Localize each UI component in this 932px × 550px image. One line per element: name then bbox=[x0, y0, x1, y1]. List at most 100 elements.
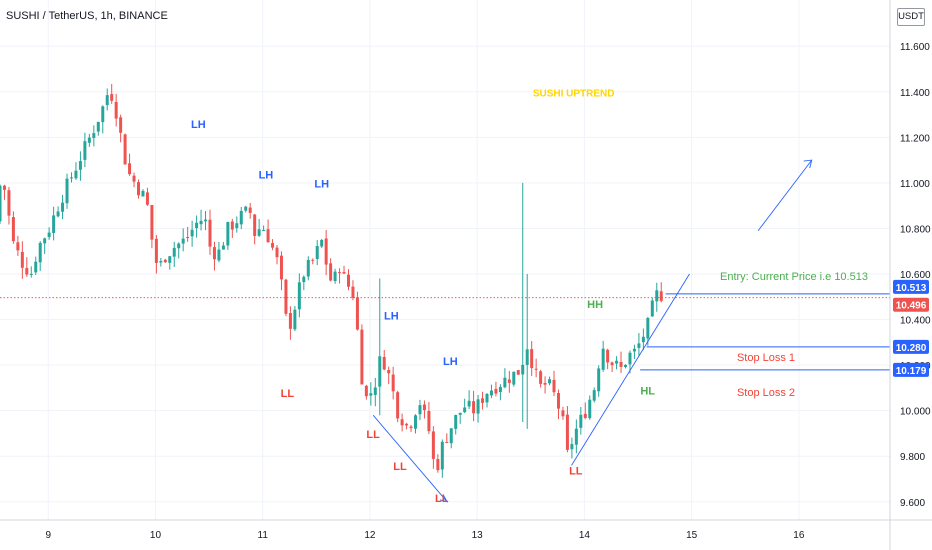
candle-body bbox=[0, 185, 2, 222]
candle bbox=[400, 413, 404, 432]
candlestick-series bbox=[0, 83, 663, 478]
candle bbox=[275, 245, 279, 265]
candle-body bbox=[324, 238, 328, 265]
candle bbox=[177, 242, 181, 259]
price-badge: 10.513 bbox=[893, 279, 929, 294]
structure-label: HL bbox=[640, 386, 655, 398]
candle bbox=[606, 348, 610, 370]
candle-body bbox=[306, 259, 310, 277]
candle bbox=[601, 340, 605, 372]
candle-body bbox=[7, 190, 11, 216]
candle-body bbox=[302, 276, 306, 283]
y-tick-label: 11.200 bbox=[900, 133, 930, 144]
candle bbox=[208, 209, 212, 255]
y-tick-label: 10.800 bbox=[900, 224, 931, 235]
candle-body bbox=[467, 400, 471, 407]
candle-body bbox=[369, 393, 373, 396]
candle-body bbox=[253, 214, 257, 236]
candle-body bbox=[38, 242, 42, 263]
candle-body bbox=[279, 255, 283, 280]
candle bbox=[414, 414, 418, 434]
candle bbox=[7, 186, 11, 225]
candle-body bbox=[204, 219, 208, 222]
candle bbox=[87, 133, 91, 147]
candle bbox=[610, 361, 614, 372]
candle bbox=[56, 206, 60, 218]
candle-body bbox=[610, 362, 614, 366]
y-tick-label: 10.400 bbox=[900, 316, 931, 327]
candle bbox=[436, 454, 440, 473]
candle-body bbox=[534, 368, 538, 370]
candle-body bbox=[114, 101, 118, 119]
candle bbox=[217, 241, 221, 263]
candle bbox=[396, 390, 400, 423]
candle bbox=[409, 424, 413, 432]
candle-body bbox=[449, 428, 453, 444]
candle-body bbox=[570, 444, 574, 450]
candle bbox=[641, 328, 645, 351]
y-tick-label: 9.600 bbox=[900, 498, 925, 509]
candle bbox=[168, 255, 172, 270]
candle-body bbox=[391, 374, 395, 392]
candle-body bbox=[154, 238, 158, 263]
candle bbox=[391, 366, 395, 400]
candle bbox=[83, 132, 87, 168]
candle bbox=[588, 395, 592, 420]
candle-body bbox=[351, 286, 355, 298]
candle-body bbox=[601, 348, 605, 370]
candle-body bbox=[52, 215, 56, 233]
price-badge-bg bbox=[893, 279, 929, 294]
candle-body bbox=[266, 229, 270, 243]
candle-body bbox=[440, 441, 444, 470]
candle bbox=[279, 251, 283, 291]
candle-body bbox=[525, 349, 529, 366]
candle-body bbox=[624, 364, 628, 367]
x-tick-label: 14 bbox=[579, 530, 591, 541]
candle-body bbox=[163, 259, 167, 263]
x-tick-label: 12 bbox=[364, 530, 376, 541]
candle bbox=[235, 216, 239, 233]
price-badge-bg bbox=[893, 297, 929, 312]
candle-body bbox=[382, 356, 386, 370]
candle-body bbox=[177, 243, 181, 249]
candle bbox=[190, 220, 194, 247]
price-badge: 10.280 bbox=[893, 339, 929, 354]
candle bbox=[38, 241, 42, 272]
candle-body bbox=[373, 387, 377, 395]
candle-body bbox=[552, 379, 556, 393]
candle bbox=[34, 256, 38, 275]
currency-button[interactable]: USDT bbox=[897, 8, 925, 26]
grid-lines bbox=[0, 0, 890, 520]
candle bbox=[262, 225, 266, 231]
candle-body bbox=[628, 352, 632, 365]
candle bbox=[128, 153, 132, 176]
candle-body bbox=[507, 379, 511, 383]
candle-body bbox=[74, 170, 78, 179]
candle-body bbox=[454, 415, 458, 429]
candle-body bbox=[101, 106, 105, 123]
candle bbox=[512, 371, 516, 387]
candle bbox=[29, 266, 33, 278]
candle bbox=[561, 406, 565, 420]
candle-body bbox=[463, 407, 467, 413]
candle bbox=[351, 280, 355, 301]
candle-body bbox=[346, 274, 350, 287]
candle bbox=[181, 228, 185, 252]
candle bbox=[632, 344, 636, 359]
y-tick-label: 11.000 bbox=[900, 179, 930, 190]
candle-body bbox=[360, 329, 364, 385]
candle-body bbox=[110, 94, 114, 101]
downtrend-line bbox=[372, 414, 448, 503]
candle bbox=[449, 428, 453, 449]
price-badge: 10.496 bbox=[893, 297, 929, 312]
candle bbox=[78, 151, 82, 181]
candle-body bbox=[69, 177, 73, 179]
price-badge-label: 10.496 bbox=[896, 301, 927, 312]
candle-body bbox=[512, 371, 516, 385]
candle-body bbox=[387, 369, 391, 374]
y-tick-label: 11.400 bbox=[900, 88, 930, 99]
candle-body bbox=[476, 399, 480, 414]
candle bbox=[297, 273, 301, 318]
candle-body bbox=[61, 202, 65, 212]
